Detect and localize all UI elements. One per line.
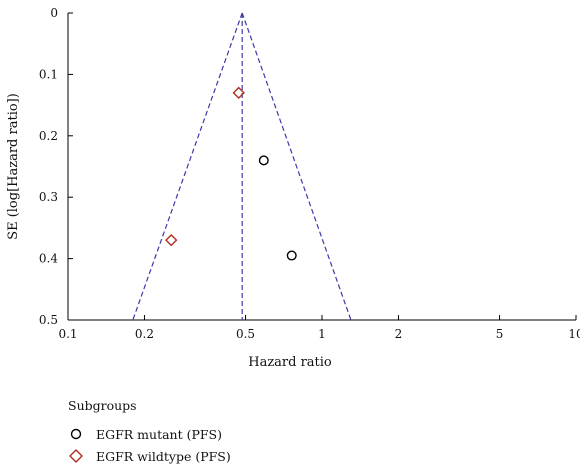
data-point-egfr-mutant bbox=[286, 250, 297, 261]
x-tick-label: 2 bbox=[395, 327, 403, 341]
legend-label-egfr-wildtype: EGFR wildtype (PFS) bbox=[96, 448, 231, 464]
funnel-left-boundary bbox=[132, 12, 243, 321]
funnel-right-boundary bbox=[241, 12, 352, 321]
x-tick-label: 0.5 bbox=[236, 327, 255, 341]
data-point-egfr-mutant bbox=[258, 155, 269, 166]
legend-title: Subgroups bbox=[68, 398, 137, 413]
y-axis-title: SE (log[Hazard ratio]) bbox=[6, 93, 21, 240]
x-tick-label: 5 bbox=[496, 327, 504, 341]
funnel-lines bbox=[132, 12, 352, 321]
x-tick-label: 0.1 bbox=[58, 327, 77, 341]
y-tick-label: 0.3 bbox=[39, 190, 58, 204]
data-point-egfr-wildtype bbox=[232, 86, 245, 100]
y-tick-label: 0.2 bbox=[39, 129, 58, 143]
data-points bbox=[165, 86, 297, 261]
x-axis-title: Hazard ratio bbox=[248, 355, 332, 370]
circle-marker-icon bbox=[70, 428, 82, 440]
x-tick-label: 0.2 bbox=[135, 327, 154, 341]
y-tick-label: 0.1 bbox=[39, 67, 58, 81]
data-point-egfr-wildtype bbox=[165, 233, 178, 247]
axes: 00.10.20.30.40.50.1 0.2 0.5 1 2 5 10 bbox=[39, 6, 580, 341]
diamond-marker-icon bbox=[69, 449, 83, 463]
y-tick-label: 0.4 bbox=[39, 252, 58, 266]
y-tick-label: 0 bbox=[50, 6, 58, 20]
y-tick-label: 0.5 bbox=[39, 313, 58, 327]
legend-label-egfr-mutant: EGFR mutant (PFS) bbox=[96, 426, 222, 442]
legend-item-egfr-mutant: EGFR mutant (PFS) bbox=[68, 423, 231, 445]
legend: Subgroups EGFR mutant (PFS) EGFR wildtyp… bbox=[68, 398, 231, 467]
x-tick-label: 1 bbox=[318, 327, 326, 341]
x-tick-label: 10 bbox=[568, 327, 580, 341]
legend-item-egfr-wildtype: EGFR wildtype (PFS) bbox=[68, 445, 231, 467]
